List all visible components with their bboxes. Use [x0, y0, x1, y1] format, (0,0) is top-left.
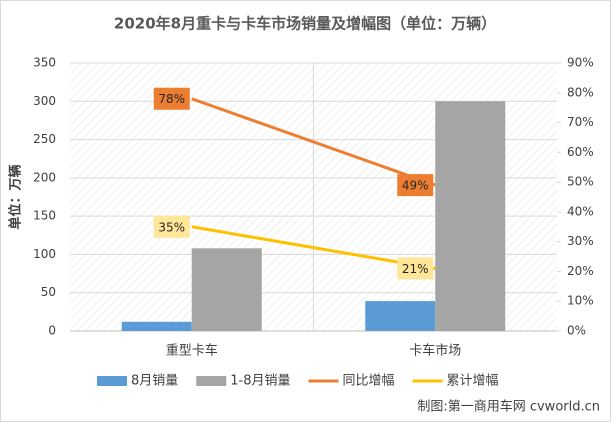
- bar: [121, 321, 192, 331]
- y-axis-label: 单位：万辆: [8, 164, 24, 229]
- y-tick-label: 300: [33, 94, 56, 108]
- y2-tick-label: 70%: [567, 115, 594, 129]
- legend-label: 1-8月销量: [230, 374, 290, 389]
- line: [191, 97, 436, 187]
- source: 制图:第一商用车网 cvworld.cn: [417, 399, 600, 415]
- chart-title: 2020年8月重卡与卡车市场销量及增幅图（单位：万辆）: [114, 15, 496, 33]
- line: [191, 225, 436, 270]
- value-label: 35%: [158, 220, 185, 234]
- y2-tick-label: 50%: [567, 175, 594, 189]
- y2-tick-label: 30%: [567, 234, 594, 248]
- legend-label: 同比增幅: [343, 374, 395, 389]
- legend-swatch: [196, 376, 227, 386]
- bar: [435, 101, 506, 332]
- y2-tick-label: 10%: [567, 294, 594, 308]
- legend-swatch: [97, 376, 127, 386]
- y2-tick-label: 40%: [567, 204, 594, 218]
- y2-tick-label: 0%: [567, 324, 586, 338]
- bar: [365, 301, 436, 331]
- y-tick-label: 350: [33, 56, 56, 70]
- value-label-box: [153, 87, 190, 110]
- value-label-box: [153, 215, 190, 238]
- y-tick-label: 100: [33, 247, 56, 261]
- legend-label: 累计增幅: [447, 374, 499, 389]
- legend-label: 8月销量: [131, 374, 178, 389]
- value-label: 21%: [402, 262, 429, 276]
- y-tick-label: 150: [33, 209, 56, 223]
- y2-tick-label: 20%: [567, 264, 594, 278]
- y-tick-label: 250: [33, 132, 56, 146]
- value-label: 49%: [402, 179, 429, 193]
- y-tick-label: 200: [33, 170, 56, 184]
- x-tick-label: 重型卡车: [166, 343, 218, 359]
- x-tick-label: 卡车市场: [409, 343, 461, 359]
- y2-tick-label: 60%: [567, 145, 594, 159]
- y-tick-label: 0: [48, 324, 56, 338]
- bar: [191, 248, 262, 331]
- y2-tick-label: 80%: [567, 85, 594, 99]
- value-label-box: [397, 174, 434, 197]
- y-tick-label: 50: [41, 285, 56, 299]
- value-label-box: [397, 257, 434, 280]
- value-label: 78%: [158, 92, 185, 106]
- y2-tick-label: 90%: [567, 56, 594, 70]
